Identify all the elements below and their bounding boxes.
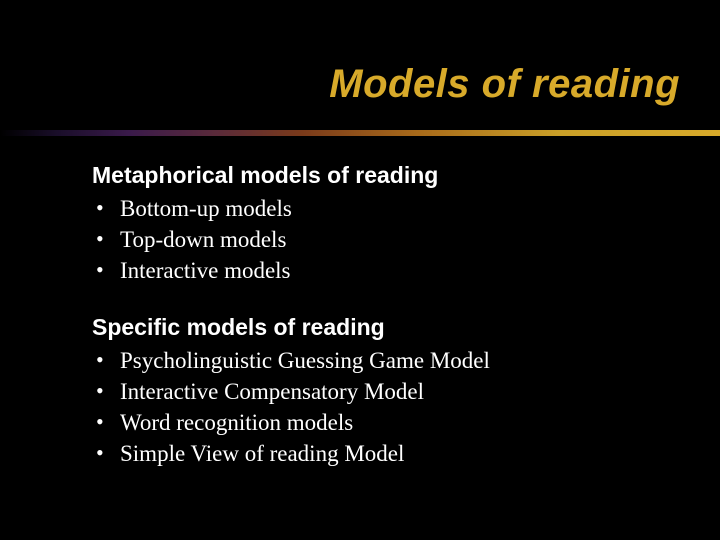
- list-item: Interactive Compensatory Model: [92, 376, 660, 407]
- section-heading-specific: Specific models of reading: [92, 314, 660, 341]
- slide: Models of reading Metaphorical models of…: [0, 0, 720, 540]
- list-item: Top-down models: [92, 224, 660, 255]
- list-item: Simple View of reading Model: [92, 438, 660, 469]
- bullet-list-metaphorical: Bottom-up models Top-down models Interac…: [92, 193, 660, 286]
- list-item: Interactive models: [92, 255, 660, 286]
- bullet-list-specific: Psycholinguistic Guessing Game Model Int…: [92, 345, 660, 469]
- list-item: Psycholinguistic Guessing Game Model: [92, 345, 660, 376]
- list-item: Bottom-up models: [92, 193, 660, 224]
- list-item: Word recognition models: [92, 407, 660, 438]
- slide-title: Models of reading: [329, 62, 680, 107]
- title-underline: [0, 130, 720, 136]
- section-heading-metaphorical: Metaphorical models of reading: [92, 162, 660, 189]
- slide-content: Metaphorical models of reading Bottom-up…: [92, 162, 660, 497]
